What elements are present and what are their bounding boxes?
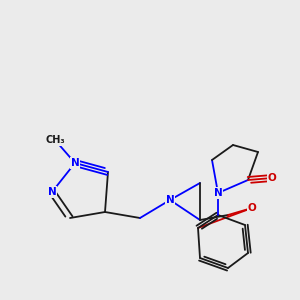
Text: N: N (166, 195, 174, 205)
Text: N: N (48, 187, 56, 197)
Text: N: N (70, 158, 80, 168)
Text: N: N (214, 188, 222, 198)
Text: O: O (268, 173, 276, 183)
Text: CH₃: CH₃ (45, 135, 65, 145)
Text: O: O (248, 203, 256, 213)
